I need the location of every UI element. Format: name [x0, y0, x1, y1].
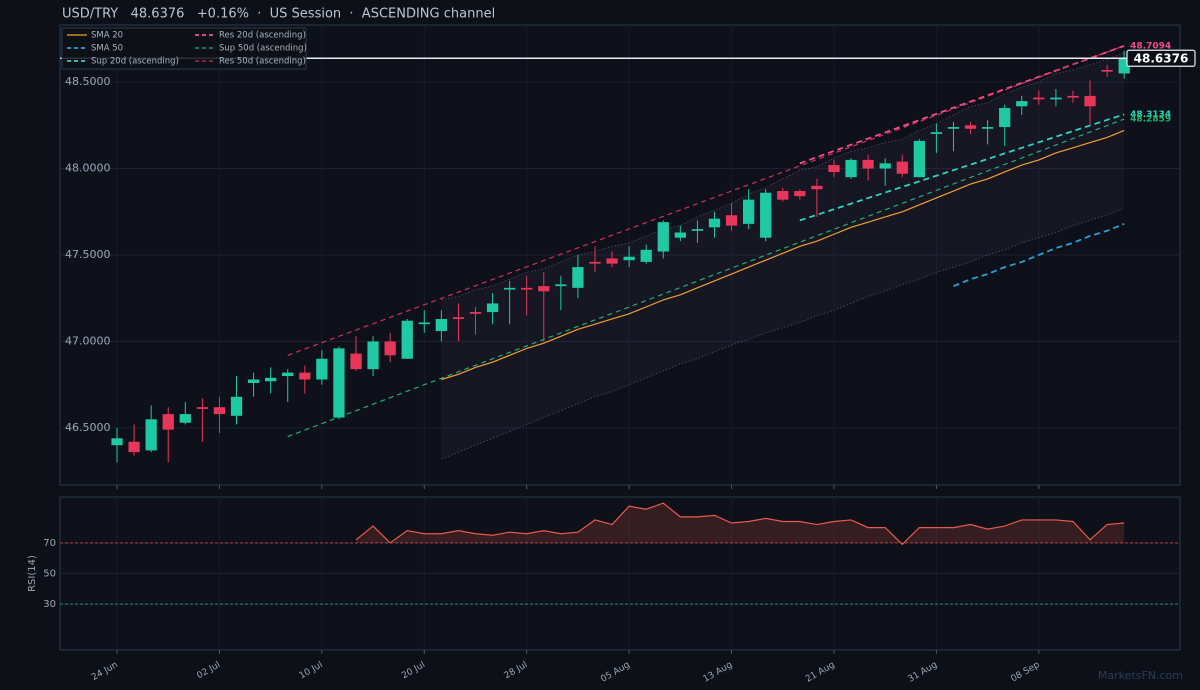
candle-body — [777, 191, 789, 200]
candle-body — [384, 341, 396, 356]
candle-body — [930, 132, 943, 134]
candle-body — [1016, 101, 1028, 107]
candle-body — [350, 353, 362, 370]
candle-body — [128, 441, 140, 453]
candle-body — [742, 199, 755, 224]
candle-body — [230, 396, 243, 416]
rsi-fill — [356, 503, 1125, 543]
band-upper — [441, 52, 1125, 301]
candle-body — [265, 377, 277, 382]
legend-label: SMA 20 — [91, 31, 123, 41]
candle-body — [657, 222, 669, 252]
legend-label: Res 20d (ascending) — [219, 31, 306, 41]
candle-body — [947, 127, 960, 129]
candle-body — [1033, 97, 1045, 100]
candle-body — [1050, 97, 1062, 100]
y-tick-label: 70 — [43, 538, 56, 549]
candle-body — [213, 407, 226, 415]
candle-body — [486, 303, 499, 313]
y-tick-label: 47.0000 — [65, 334, 111, 347]
trend-line — [799, 45, 1125, 165]
candle-body — [521, 287, 533, 290]
legend-label: Sup 20d (ascending) — [91, 57, 179, 67]
candle-body — [964, 125, 977, 129]
candle-body — [811, 185, 823, 190]
candle-body — [247, 379, 260, 383]
candle-body — [879, 163, 891, 169]
band-fill — [441, 52, 1125, 460]
legend-label: Res 50d (ascending) — [219, 57, 306, 67]
candle-body — [1101, 69, 1113, 72]
candle-body — [606, 258, 618, 264]
candle-body — [435, 318, 447, 332]
candle-body — [162, 414, 174, 430]
candle-body — [589, 261, 601, 264]
trend-end-label: 48.3134 — [1130, 110, 1171, 120]
legend-box — [61, 27, 307, 70]
candle-body — [1118, 58, 1130, 74]
rsi-line — [355, 502, 1125, 546]
last-price-label: 48.6376 — [1134, 51, 1189, 65]
candle-body — [725, 215, 738, 226]
y-axis-label: RSI(14) — [27, 555, 38, 592]
y-tick-label: 47.5000 — [65, 248, 111, 261]
candle-body — [999, 108, 1011, 128]
candle-body — [1084, 95, 1096, 107]
candle-body — [282, 372, 294, 377]
watermark: MarketsFN.com — [1098, 669, 1183, 682]
candle-body — [640, 249, 652, 262]
candle-body — [981, 127, 994, 129]
y-tick-label: 48.0000 — [65, 162, 111, 175]
candle-body — [145, 419, 157, 451]
y-tick-label: 30 — [43, 599, 56, 610]
chart-title: USD/TRY 48.6376 +0.16% · US Session · AS… — [62, 7, 495, 22]
legend-label: SMA 50 — [91, 44, 123, 54]
candle-body — [555, 284, 567, 287]
candle-body — [504, 287, 516, 290]
y-tick-label: 50 — [43, 569, 56, 580]
last-price-box — [1126, 49, 1196, 67]
candle-body — [299, 372, 311, 380]
trend-line — [287, 45, 1125, 356]
candle-body — [111, 438, 123, 446]
candle-body — [367, 341, 379, 370]
legend-label: Sup 50d (ascending) — [219, 44, 307, 54]
line-series — [953, 223, 1125, 287]
candle-body — [896, 161, 908, 174]
candle-body — [401, 320, 413, 359]
candle-body — [913, 140, 925, 178]
candle-body — [418, 322, 430, 325]
candle-body — [333, 348, 345, 418]
candle-body — [623, 256, 635, 261]
trend-line — [799, 113, 1125, 222]
candle-body — [452, 317, 465, 319]
candle-body — [862, 159, 874, 169]
candle-body — [708, 218, 721, 228]
candle-body — [469, 312, 482, 314]
candle-body — [691, 229, 704, 231]
band-lower — [441, 207, 1125, 460]
trend-end-label: 48.7094 — [1130, 41, 1171, 51]
candle-body — [538, 286, 550, 292]
candle-body — [1067, 95, 1079, 98]
candle-body — [196, 407, 209, 409]
candle-body — [828, 165, 840, 172]
y-tick-label: 48.5000 — [65, 75, 111, 88]
candle-body — [572, 267, 584, 288]
candle-body — [674, 232, 686, 238]
line-series — [441, 129, 1125, 381]
candle-body — [845, 159, 857, 178]
candle-body — [316, 358, 328, 380]
candle-body — [794, 191, 806, 197]
trend-end-label: 48.2859 — [1130, 115, 1171, 125]
y-tick-label: 46.5000 — [65, 421, 111, 434]
candle-body — [760, 192, 772, 238]
candle-body — [179, 414, 191, 423]
